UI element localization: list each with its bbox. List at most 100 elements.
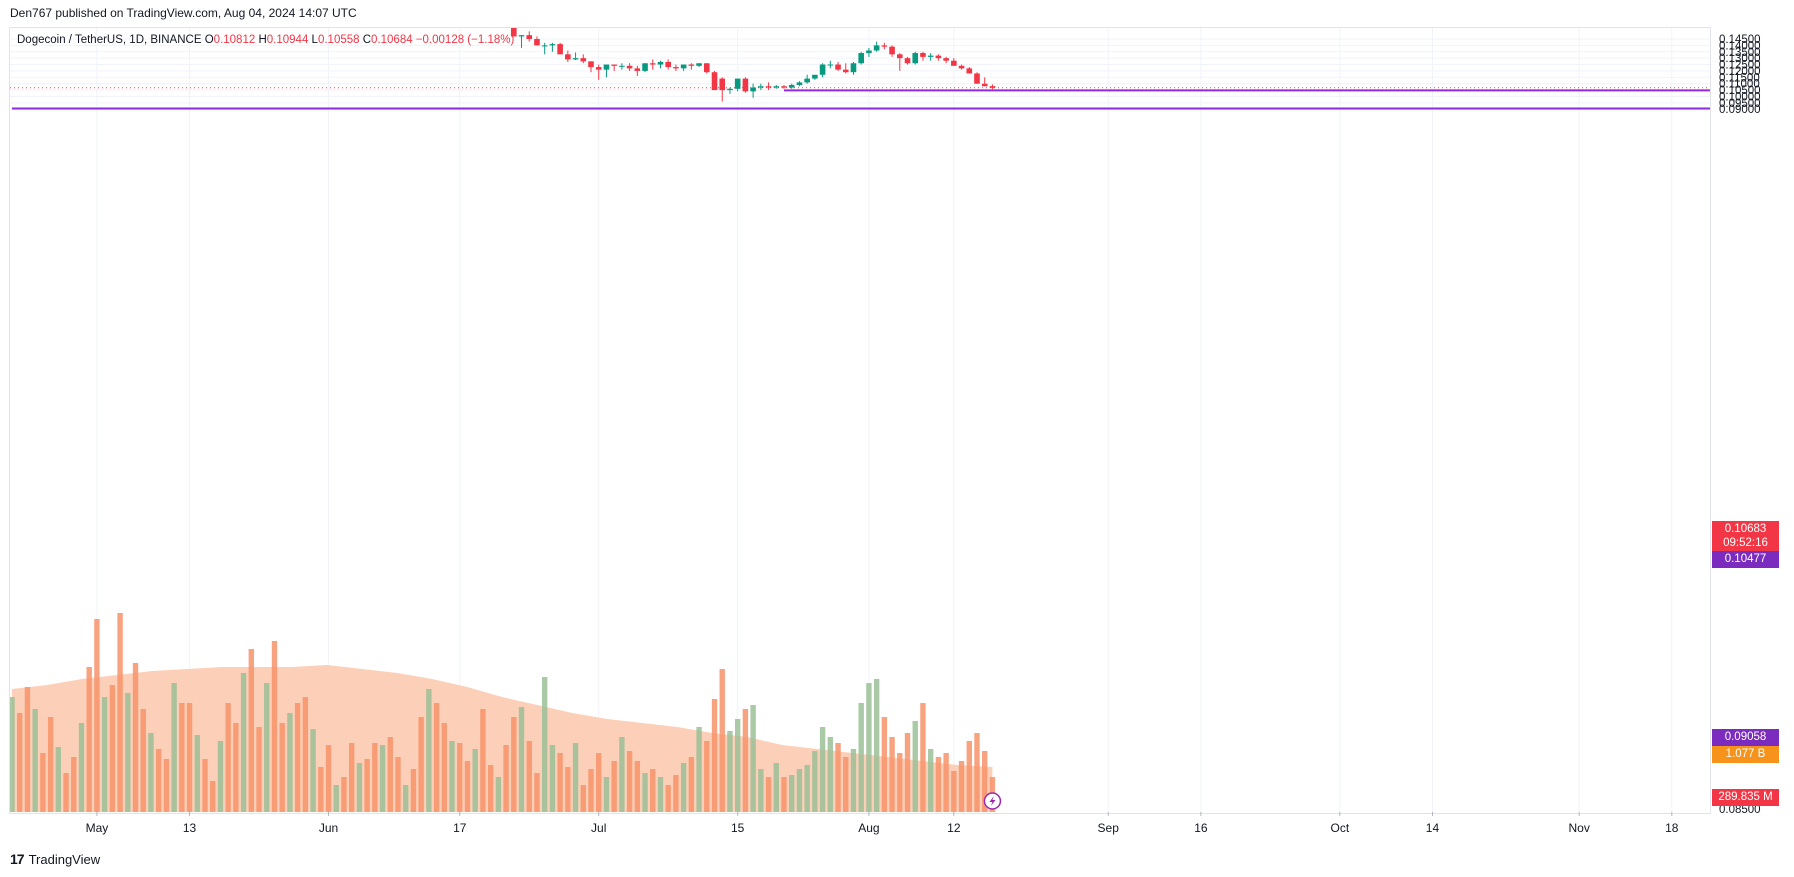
volume-bar (210, 781, 216, 812)
candle-body (819, 64, 826, 75)
volume-bar (781, 777, 787, 812)
volume-bar (202, 759, 208, 812)
y-tick-label: 0.11000 (1719, 79, 1760, 91)
volume-bar (881, 717, 888, 812)
high-label: H (258, 34, 267, 46)
volume-bar (835, 743, 841, 812)
candle-body (796, 82, 803, 85)
y-tick-label: 0.11500 (1719, 72, 1760, 84)
volume-bar (426, 689, 432, 812)
volume-bar (650, 769, 656, 812)
volume-bar (10, 697, 15, 812)
candle-body (557, 44, 563, 55)
y-tick-label: 0.12000 (1719, 66, 1761, 78)
candle-body (804, 78, 810, 83)
volume-bar (742, 709, 749, 812)
volume-bar (850, 749, 857, 812)
candle-body (734, 78, 741, 89)
footer-brand[interactable]: 17 TradingView (10, 851, 100, 867)
x-tick-label: Jun (319, 821, 338, 835)
volume-bar (217, 741, 224, 812)
volume-bar (495, 777, 502, 812)
candle-body (873, 45, 880, 51)
candle-body (974, 73, 980, 84)
candle-body (812, 74, 818, 79)
candle-body (912, 53, 919, 64)
lightning-bolt-icon (989, 796, 996, 806)
y-tick-label: 0.13000 (1719, 53, 1761, 65)
volume-bar (480, 709, 486, 812)
candle-body (595, 67, 602, 70)
volume-bar (379, 745, 386, 812)
candle-body (773, 86, 780, 88)
volume-bar (596, 753, 602, 812)
volume-bar (240, 673, 247, 812)
volume-bar (974, 733, 980, 812)
candle-body (765, 86, 772, 88)
candle-body (688, 64, 695, 66)
candle-body (943, 58, 949, 61)
candle-body (758, 86, 764, 88)
volume-bar (449, 741, 455, 812)
y-tick-label: 0.14500 (1719, 34, 1761, 46)
volume-bar (611, 761, 617, 812)
volume-bar (843, 757, 849, 812)
volume-bar (279, 723, 285, 812)
volume-bar (796, 769, 803, 812)
candle-body (588, 61, 594, 68)
tradingview-logo-icon: 17 (10, 851, 25, 867)
volume-bar (943, 753, 949, 812)
symbol-legend[interactable]: Dogecoin / TetherUS, 1D, BINANCE O0.1081… (17, 34, 514, 46)
volume-bar (464, 761, 471, 812)
volume-bar (294, 703, 301, 812)
volume-bar (673, 775, 679, 812)
volume-bar (920, 703, 926, 812)
volume-bar (271, 641, 278, 812)
chart-pane[interactable] (9, 27, 1711, 814)
volume-bar (372, 743, 378, 812)
volume-bar (634, 761, 641, 812)
candle-body (526, 35, 533, 39)
candle-body (842, 69, 849, 73)
volume-last-tag: 289.835 M (1712, 789, 1779, 806)
volume-bar (318, 767, 324, 812)
volume-bar (819, 727, 826, 812)
volume-bar (163, 759, 170, 812)
volume-bar (951, 771, 957, 812)
candle-body (750, 87, 756, 92)
volume-bar (256, 727, 262, 812)
volume-bar (858, 703, 864, 812)
candle-body (711, 72, 718, 91)
volume-bar (765, 777, 772, 812)
open-value: 0.10812 (213, 34, 256, 46)
volume-bar (773, 763, 779, 812)
x-tick-label: Oct (1331, 821, 1350, 835)
candle-body (534, 39, 540, 46)
volume-ma-tag: 1.077 B (1712, 746, 1779, 763)
volume-bar (873, 679, 880, 812)
volume-bar (302, 697, 309, 812)
candle-body (518, 35, 525, 37)
close-value: 0.10684 (371, 34, 413, 46)
volume-bar (958, 761, 965, 812)
volume-bar (565, 767, 571, 812)
volume-bar (248, 649, 255, 812)
plot-area (10, 28, 1710, 812)
high-value: 0.10944 (266, 34, 309, 46)
volume-bar (24, 687, 31, 812)
volume-bar (657, 777, 664, 812)
x-tick-label: 12 (947, 821, 961, 835)
volume-bar (966, 741, 972, 812)
volume-bar (688, 757, 695, 812)
volume-bar (140, 709, 146, 812)
volume-bar (364, 759, 370, 812)
candle-body (665, 61, 671, 68)
volume-bar (395, 757, 401, 812)
volume-bar (179, 703, 185, 812)
candle-body (966, 68, 973, 74)
candle-body (835, 64, 841, 70)
volume-bar (63, 773, 69, 812)
y-tick-label: 0.13500 (1719, 47, 1761, 59)
y-tick-label: 0.10500 (1719, 85, 1761, 97)
